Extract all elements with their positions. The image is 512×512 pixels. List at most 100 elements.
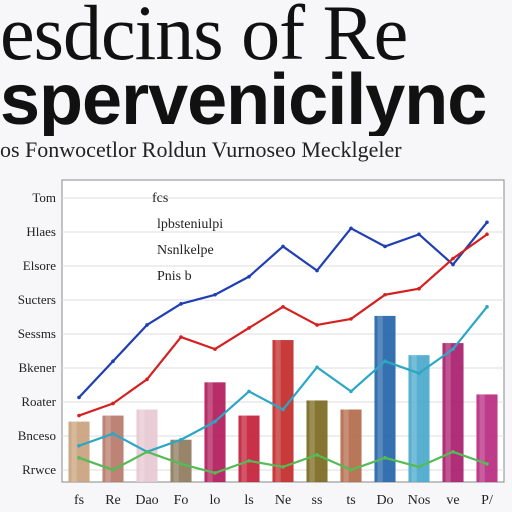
series-point bbox=[315, 365, 319, 370]
x-tick-label: Do bbox=[376, 493, 393, 508]
chart-annotation: fcs bbox=[152, 191, 168, 206]
x-tick-label: Fo bbox=[174, 493, 189, 508]
bar bbox=[68, 421, 90, 482]
x-tick-label: ss bbox=[312, 493, 323, 508]
series-point bbox=[485, 220, 489, 225]
series-point bbox=[383, 456, 387, 460]
y-tick-label: Rrwce bbox=[22, 462, 56, 477]
series-point bbox=[417, 371, 421, 376]
bar bbox=[204, 382, 226, 482]
bar bbox=[170, 439, 192, 482]
series-point bbox=[179, 462, 183, 466]
series-point bbox=[213, 347, 217, 351]
series-point bbox=[383, 244, 387, 249]
series-point bbox=[315, 268, 319, 273]
bar-highlight bbox=[275, 340, 281, 482]
chart-subtitle: os Fonwocetlor Roldun Vurnoseo Mecklgele… bbox=[0, 138, 402, 162]
y-tick-label: Roater bbox=[21, 394, 56, 409]
series-point bbox=[179, 335, 183, 339]
series-point bbox=[281, 407, 285, 412]
series-point bbox=[77, 395, 81, 400]
series-point bbox=[451, 450, 455, 454]
bar bbox=[136, 409, 158, 482]
x-tick-label: ts bbox=[346, 493, 355, 508]
series-point bbox=[145, 450, 149, 454]
series-point bbox=[315, 453, 319, 457]
x-tick-label: P/ bbox=[481, 493, 493, 508]
series-point bbox=[349, 468, 353, 472]
series-point bbox=[145, 377, 149, 382]
series-point bbox=[111, 431, 115, 436]
series-point bbox=[451, 347, 455, 351]
series-point bbox=[417, 232, 421, 237]
bar-highlight bbox=[343, 409, 349, 482]
x-tick-label: Dao bbox=[135, 493, 158, 508]
series-point bbox=[145, 323, 149, 327]
series-point bbox=[213, 419, 217, 424]
x-tick-label: ls bbox=[244, 493, 253, 508]
bar bbox=[374, 315, 396, 482]
bar-highlight bbox=[71, 421, 77, 482]
series-point bbox=[111, 401, 115, 406]
series-point bbox=[451, 256, 455, 261]
x-tick-label: lo bbox=[210, 493, 221, 508]
bar-highlight bbox=[411, 355, 417, 482]
x-tick-label: Re bbox=[105, 493, 121, 508]
title-line-1: esdcins of Re bbox=[0, 0, 408, 72]
series-point bbox=[383, 359, 387, 363]
bar-highlight bbox=[207, 382, 213, 482]
series-point bbox=[349, 317, 353, 321]
series-point bbox=[485, 462, 489, 466]
bar-highlight bbox=[309, 400, 315, 482]
bar bbox=[102, 415, 124, 482]
chart-canvas: Tom Hlaes Elsore Sucters Sessms Bkener Roater B… bbox=[18, 179, 505, 508]
chart-annotation: Pnis b bbox=[157, 269, 192, 284]
series-point bbox=[77, 413, 81, 418]
series-point bbox=[247, 389, 251, 394]
x-tick-label: fs bbox=[74, 493, 84, 508]
series-point bbox=[281, 244, 285, 249]
series-point bbox=[383, 292, 387, 297]
y-tick-label: Hlaes bbox=[26, 224, 56, 239]
bar bbox=[408, 355, 430, 482]
bar-highlight bbox=[479, 394, 485, 482]
series-point bbox=[349, 226, 353, 231]
series-point bbox=[77, 443, 81, 448]
series-point bbox=[77, 456, 81, 460]
y-tick-label: Elsore bbox=[23, 258, 56, 273]
series-point bbox=[485, 232, 489, 237]
series-point bbox=[213, 471, 217, 475]
series-point bbox=[179, 302, 183, 306]
bar bbox=[238, 415, 260, 482]
bar bbox=[306, 400, 328, 482]
series-point bbox=[417, 465, 421, 469]
y-tick-label: Tom bbox=[32, 190, 56, 205]
series-point bbox=[315, 323, 319, 327]
bar-highlight bbox=[377, 315, 383, 482]
series-point bbox=[281, 465, 285, 469]
title-line-2: spervenicilync bbox=[0, 64, 487, 136]
x-tick-label: Nos bbox=[408, 493, 431, 508]
series-point bbox=[247, 326, 251, 330]
y-tick-label: Sucters bbox=[18, 292, 56, 307]
y-tick-label: Bkener bbox=[18, 360, 56, 375]
x-tick-label: ve bbox=[446, 493, 459, 508]
series-point bbox=[111, 468, 115, 472]
series-point bbox=[213, 292, 217, 297]
series-point bbox=[111, 359, 115, 363]
series-point bbox=[247, 274, 251, 279]
bar bbox=[442, 343, 464, 482]
chart-annotation: lpbsteniulpi bbox=[157, 217, 223, 232]
bar-highlight bbox=[105, 415, 111, 482]
series-point bbox=[281, 305, 285, 309]
bar-highlight bbox=[173, 439, 179, 482]
y-tick-label: Bnceso bbox=[18, 428, 56, 443]
chart-annotation: Nsnlkelpe bbox=[157, 243, 214, 258]
series-point bbox=[179, 437, 183, 442]
bar bbox=[476, 394, 498, 482]
series-point bbox=[485, 305, 489, 309]
bar bbox=[340, 409, 362, 482]
bar-highlight bbox=[241, 415, 247, 482]
series-point bbox=[349, 389, 353, 394]
